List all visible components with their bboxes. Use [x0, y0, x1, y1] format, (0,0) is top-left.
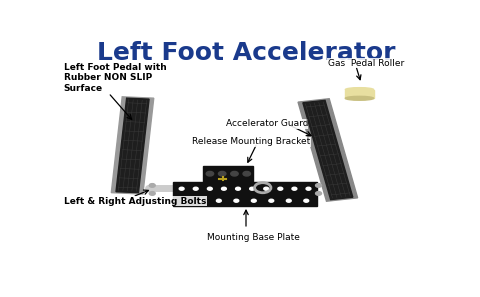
Circle shape — [193, 187, 198, 190]
Circle shape — [315, 192, 322, 195]
Circle shape — [231, 171, 238, 176]
Circle shape — [243, 171, 251, 176]
Circle shape — [264, 187, 269, 190]
Circle shape — [207, 187, 212, 190]
Circle shape — [278, 187, 283, 190]
Circle shape — [292, 187, 297, 190]
Ellipse shape — [345, 88, 373, 91]
Bar — [345, 90, 373, 98]
Circle shape — [181, 199, 186, 202]
Text: Left & Right Adjusting Bolts: Left & Right Adjusting Bolts — [64, 197, 206, 206]
Circle shape — [269, 199, 274, 202]
Circle shape — [304, 199, 309, 202]
Text: Left Foot Accelerator: Left Foot Accelerator — [97, 41, 395, 65]
Circle shape — [179, 187, 184, 190]
Circle shape — [236, 187, 240, 190]
Circle shape — [315, 184, 322, 187]
Bar — [111, 97, 154, 194]
Circle shape — [234, 199, 239, 202]
Bar — [173, 182, 317, 206]
Circle shape — [149, 184, 155, 187]
Circle shape — [206, 171, 214, 176]
Bar — [303, 100, 353, 200]
Text: Accelerator Guard: Accelerator Guard — [226, 119, 308, 128]
Text: Release Mounting Bracket: Release Mounting Bracket — [192, 138, 310, 146]
Text: Mounting Base Plate: Mounting Base Plate — [207, 233, 300, 242]
Circle shape — [306, 187, 311, 190]
Circle shape — [250, 187, 254, 190]
Text: Gas  Pedal Roller: Gas Pedal Roller — [328, 59, 404, 67]
Ellipse shape — [345, 96, 373, 100]
Circle shape — [287, 199, 291, 202]
Bar — [298, 99, 358, 201]
Circle shape — [199, 199, 204, 202]
Circle shape — [221, 187, 227, 190]
Circle shape — [252, 199, 256, 202]
Text: Left Foot Pedal with
Rubber NON SLIP
Surface: Left Foot Pedal with Rubber NON SLIP Sur… — [64, 63, 167, 93]
Bar — [116, 98, 149, 193]
Bar — [203, 166, 253, 183]
Circle shape — [218, 171, 226, 176]
Circle shape — [149, 192, 155, 195]
Circle shape — [216, 199, 221, 202]
